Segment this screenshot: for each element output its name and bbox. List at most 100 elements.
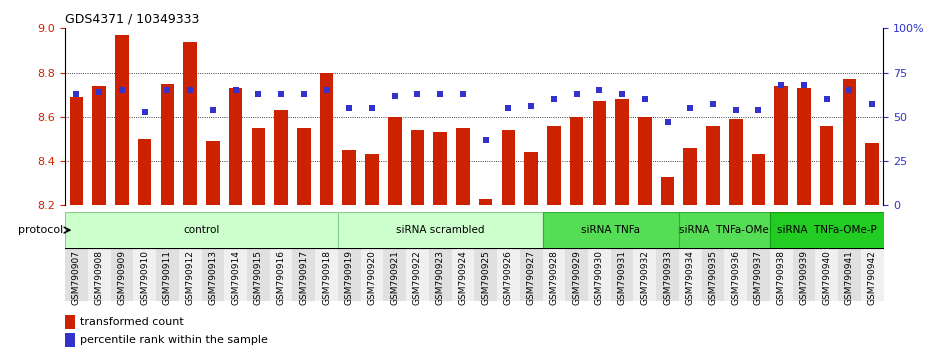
Bar <box>865 143 879 205</box>
FancyBboxPatch shape <box>792 248 816 301</box>
Text: GSM790922: GSM790922 <box>413 251 422 305</box>
Bar <box>65 333 75 347</box>
Bar <box>251 128 265 205</box>
FancyBboxPatch shape <box>361 248 383 301</box>
Text: GSM790936: GSM790936 <box>731 251 740 306</box>
FancyBboxPatch shape <box>179 248 202 301</box>
Text: control: control <box>183 225 219 235</box>
Bar <box>342 150 356 205</box>
Text: GSM790935: GSM790935 <box>709 251 718 306</box>
FancyBboxPatch shape <box>770 248 792 301</box>
FancyBboxPatch shape <box>497 248 520 301</box>
Bar <box>274 110 288 205</box>
Text: GSM790939: GSM790939 <box>800 251 808 306</box>
FancyBboxPatch shape <box>474 248 497 301</box>
FancyBboxPatch shape <box>770 212 884 248</box>
Text: GDS4371 / 10349333: GDS4371 / 10349333 <box>65 13 199 26</box>
FancyBboxPatch shape <box>65 248 87 301</box>
Text: GSM790917: GSM790917 <box>299 251 309 306</box>
Bar <box>843 79 857 205</box>
FancyBboxPatch shape <box>202 248 224 301</box>
Text: protocol: protocol <box>18 225 63 235</box>
Text: GSM790937: GSM790937 <box>754 251 763 306</box>
Bar <box>684 148 698 205</box>
FancyBboxPatch shape <box>315 248 338 301</box>
Bar <box>206 141 219 205</box>
Text: GSM790934: GSM790934 <box>685 251 695 306</box>
FancyBboxPatch shape <box>724 248 747 301</box>
FancyBboxPatch shape <box>429 248 452 301</box>
FancyBboxPatch shape <box>657 248 679 301</box>
FancyBboxPatch shape <box>383 248 406 301</box>
Text: GSM790925: GSM790925 <box>481 251 490 306</box>
FancyBboxPatch shape <box>542 248 565 301</box>
FancyBboxPatch shape <box>565 248 588 301</box>
FancyBboxPatch shape <box>406 248 429 301</box>
Text: GSM790928: GSM790928 <box>550 251 558 306</box>
Bar <box>70 97 84 205</box>
Text: siRNA TNFa: siRNA TNFa <box>581 225 640 235</box>
FancyBboxPatch shape <box>87 248 111 301</box>
Text: GSM790916: GSM790916 <box>276 251 286 306</box>
FancyBboxPatch shape <box>133 248 156 301</box>
Bar <box>92 86 106 205</box>
Bar <box>320 73 333 205</box>
Text: GSM790933: GSM790933 <box>663 251 672 306</box>
Bar <box>751 154 765 205</box>
FancyBboxPatch shape <box>542 212 679 248</box>
Text: GSM790940: GSM790940 <box>822 251 831 306</box>
Text: GSM790920: GSM790920 <box>367 251 377 306</box>
Text: GSM790931: GSM790931 <box>618 251 627 306</box>
Text: siRNA  TNFa-OMe-P: siRNA TNFa-OMe-P <box>777 225 877 235</box>
Text: GSM790941: GSM790941 <box>844 251 854 306</box>
Text: GSM790924: GSM790924 <box>458 251 468 305</box>
Bar <box>65 315 75 329</box>
FancyBboxPatch shape <box>520 248 542 301</box>
Text: GSM790921: GSM790921 <box>391 251 399 306</box>
FancyBboxPatch shape <box>588 248 611 301</box>
Bar <box>411 130 424 205</box>
Text: GSM790942: GSM790942 <box>868 251 877 305</box>
Text: GSM790930: GSM790930 <box>595 251 604 306</box>
Bar <box>706 126 720 205</box>
Text: GSM790907: GSM790907 <box>72 251 81 306</box>
Bar <box>775 86 788 205</box>
Bar <box>820 126 833 205</box>
Bar <box>388 117 402 205</box>
Text: GSM790938: GSM790938 <box>777 251 786 306</box>
Text: GSM790919: GSM790919 <box>345 251 353 306</box>
Bar <box>138 139 152 205</box>
Text: percentile rank within the sample: percentile rank within the sample <box>80 335 268 345</box>
FancyBboxPatch shape <box>338 212 542 248</box>
FancyBboxPatch shape <box>156 248 179 301</box>
FancyBboxPatch shape <box>292 248 315 301</box>
Bar <box>365 154 379 205</box>
Text: siRNA  TNFa-OMe: siRNA TNFa-OMe <box>680 225 769 235</box>
Bar <box>479 199 493 205</box>
Bar <box>525 152 538 205</box>
FancyBboxPatch shape <box>747 248 770 301</box>
FancyBboxPatch shape <box>633 248 657 301</box>
Bar <box>570 117 583 205</box>
Bar <box>433 132 447 205</box>
Text: GSM790929: GSM790929 <box>572 251 581 306</box>
Text: GSM790915: GSM790915 <box>254 251 263 306</box>
Text: GSM790918: GSM790918 <box>322 251 331 306</box>
Bar <box>297 128 311 205</box>
Bar <box>729 119 742 205</box>
Text: GSM790913: GSM790913 <box>208 251 218 306</box>
Bar <box>547 126 561 205</box>
FancyBboxPatch shape <box>270 248 292 301</box>
FancyBboxPatch shape <box>679 248 701 301</box>
Text: GSM790927: GSM790927 <box>526 251 536 306</box>
Bar <box>797 88 811 205</box>
Bar <box>592 101 606 205</box>
Bar <box>616 99 629 205</box>
FancyBboxPatch shape <box>611 248 633 301</box>
Text: GSM790912: GSM790912 <box>186 251 194 306</box>
Text: GSM790932: GSM790932 <box>640 251 649 306</box>
FancyBboxPatch shape <box>701 248 724 301</box>
FancyBboxPatch shape <box>861 248 884 301</box>
Bar <box>183 41 197 205</box>
Text: GSM790910: GSM790910 <box>140 251 149 306</box>
